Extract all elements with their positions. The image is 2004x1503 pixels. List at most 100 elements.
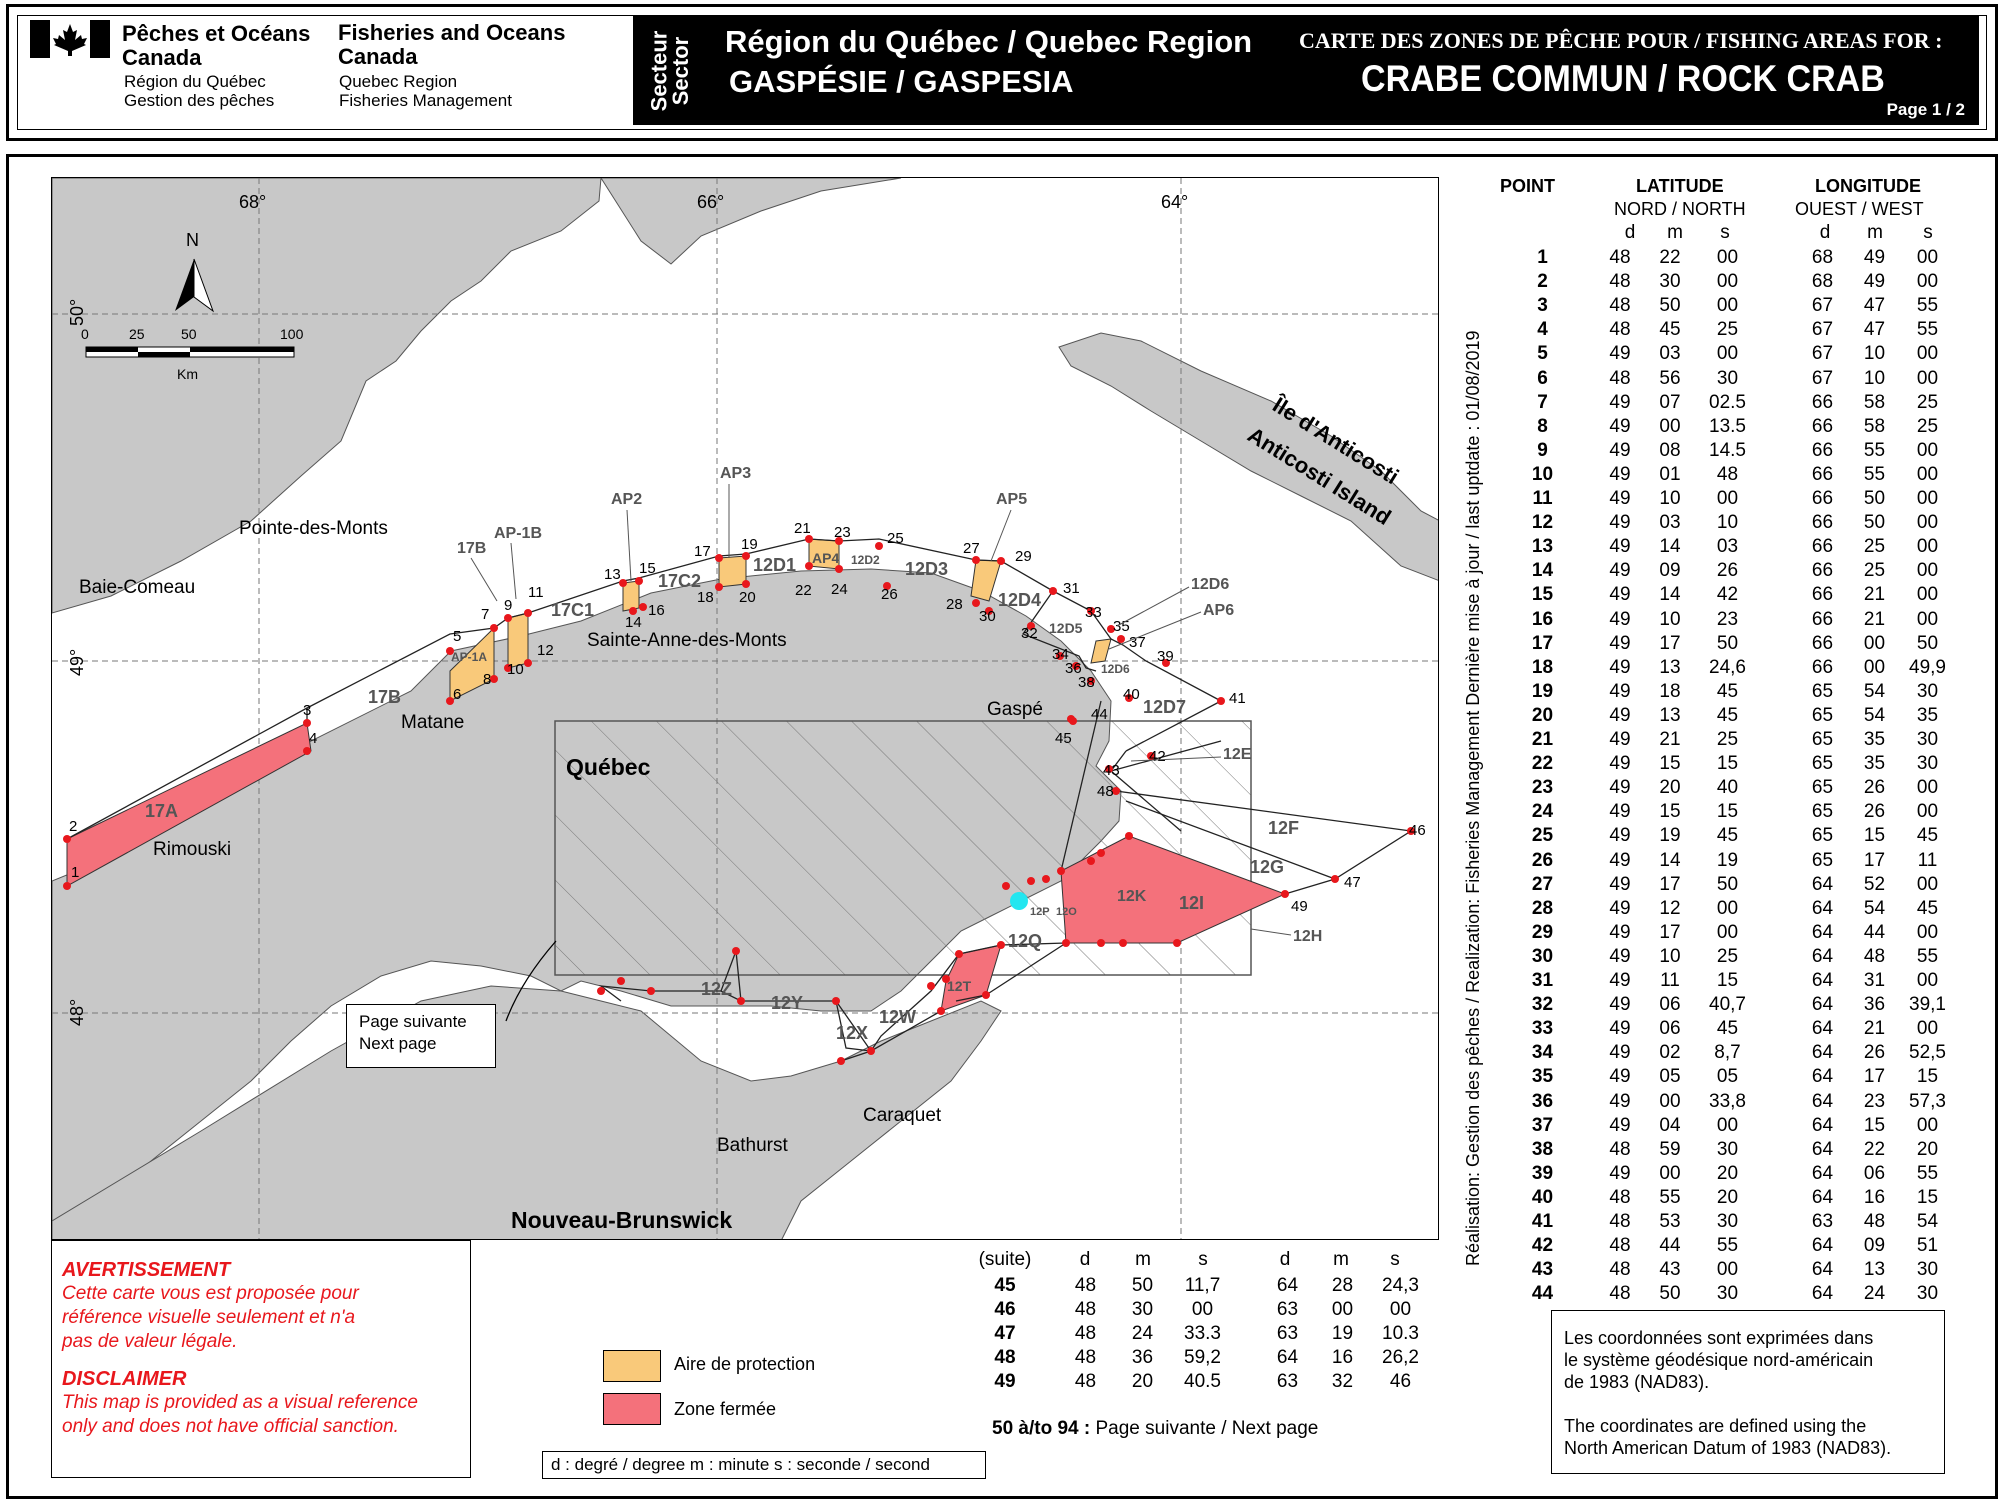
coord-value: 16: [1331, 1347, 1354, 1368]
coord-value: 00: [1916, 488, 1939, 509]
coord-value: 49: [1609, 921, 1631, 943]
point-id: 8: [1537, 415, 1548, 437]
coord-value: 35: [1863, 729, 1886, 750]
coord-value: 11,7: [1184, 1275, 1221, 1296]
coord-value: 07: [1659, 391, 1681, 413]
coord-value: 19: [1716, 849, 1739, 871]
coord-value: 23: [1863, 1090, 1886, 1112]
label-baie: Baie-Comeau: [79, 577, 195, 598]
coord-value: 00: [1916, 247, 1939, 268]
svg-text:50°: 50°: [67, 299, 87, 326]
svg-text:12T: 12T: [947, 978, 972, 994]
coord-value: 64: [1811, 970, 1834, 991]
next-page-box[interactable]: Page suivante Next page: [346, 1004, 496, 1068]
table-row: 42 48 44 55 64 09 51: [1500, 1234, 1980, 1258]
coord-value: 00: [1916, 463, 1939, 485]
coord-value: 66: [1811, 512, 1834, 534]
table-row: 6 48 56 30 67 10 00: [1500, 367, 1980, 391]
unit-label: s: [1720, 222, 1730, 243]
coord-value: 45: [1716, 825, 1739, 847]
point-id: 12: [1531, 512, 1554, 534]
hdr-longitude: LONGITUDE: [1815, 176, 1921, 196]
coord-value: 14.5: [1709, 439, 1746, 461]
coord-value: 51: [1916, 1235, 1939, 1257]
datum-line-5: The coordinates are defined using the: [1564, 1416, 1867, 1436]
next-page-fr: Page suivante: [359, 1012, 467, 1031]
coord-value: 64: [1811, 945, 1834, 967]
svg-text:40: 40: [1123, 686, 1140, 703]
svg-text:32: 32: [1021, 625, 1038, 642]
coord-value: 56: [1659, 367, 1681, 389]
svg-text:2: 2: [69, 818, 77, 835]
ap-1b-protection: [507, 612, 529, 669]
coord-value: 49: [1609, 608, 1631, 630]
svg-text:28: 28: [946, 596, 963, 613]
coord-value: 14: [1659, 584, 1681, 606]
coord-value: 39,1: [1909, 994, 1946, 1016]
point-id: 15: [1531, 584, 1554, 606]
coord-value: 00: [1389, 1299, 1412, 1320]
unit-label: d: [1819, 222, 1831, 243]
coord-value: 66: [1811, 439, 1834, 461]
point-id: 40: [1531, 1186, 1554, 1208]
svg-text:12I: 12I: [1179, 893, 1204, 913]
coord-value: 49: [1609, 1042, 1631, 1064]
coord-value: 48: [1074, 1371, 1097, 1392]
point-id: 24: [1531, 801, 1554, 823]
coord-value: 00: [1716, 1114, 1739, 1136]
svg-text:12E: 12E: [1223, 746, 1252, 763]
hdr-latitude: LATITUDE: [1636, 176, 1724, 196]
coord-value: 23: [1716, 608, 1739, 630]
coord-value: 58: [1863, 391, 1886, 413]
coord-value: 52,5: [1909, 1042, 1946, 1064]
suite-unit-label: d: [1079, 1249, 1091, 1270]
anticosti-island: [1058, 332, 1438, 581]
point-id: 47: [994, 1323, 1016, 1344]
coord-value: 55: [1916, 945, 1939, 967]
table-row: 39 49 00 20 64 06 55: [1500, 1162, 1980, 1186]
svg-text:0: 0: [81, 326, 89, 342]
svg-text:16: 16: [648, 602, 665, 619]
datum-line-6: North American Datum of 1983 (NAD83).: [1564, 1438, 1892, 1458]
hdr-lat-sub: NORD / NORTH: [1614, 199, 1746, 219]
unit-label: d: [1624, 222, 1636, 243]
coord-value: 00: [1863, 632, 1886, 654]
coord-value: 15: [1916, 1186, 1939, 1208]
coord-value: 20: [1131, 1371, 1154, 1392]
coord-value: 65: [1811, 680, 1834, 702]
coord-value: 45: [1916, 897, 1939, 919]
coord-value: 49: [1609, 994, 1631, 1016]
reference-marker: [1010, 892, 1028, 910]
table-row: 25 49 19 45 65 15 45: [1500, 824, 1980, 848]
svg-text:49°: 49°: [67, 649, 87, 676]
unit-label: m: [1667, 222, 1683, 243]
coord-value: 00: [1716, 343, 1739, 365]
coord-value: 64: [1811, 873, 1834, 895]
coord-value: 59,2: [1184, 1347, 1221, 1368]
coord-value: 36: [1131, 1347, 1154, 1368]
coord-value: 65: [1811, 825, 1834, 847]
coord-value: 24: [1131, 1323, 1154, 1344]
coord-value: 13: [1659, 704, 1681, 726]
label-sainte-anne: Sainte-Anne-des-Monts: [587, 630, 787, 651]
coord-value: 10: [1659, 608, 1681, 630]
coord-value: 52: [1863, 873, 1886, 895]
svg-text:49: 49: [1291, 898, 1308, 915]
coord-value: 25: [1716, 319, 1739, 341]
svg-text:Km: Km: [177, 366, 198, 382]
datum-gap: [1564, 1393, 1932, 1415]
coord-value: 66: [1811, 391, 1834, 413]
coord-value: 13: [1863, 1259, 1886, 1281]
table-row: 9 49 08 14.5 66 55 00: [1500, 439, 1980, 463]
coord-value: 49: [1609, 704, 1631, 726]
coord-value: 49: [1609, 897, 1631, 919]
graticule: [52, 178, 1438, 1239]
point-id: 42: [1531, 1235, 1554, 1257]
coord-value: 31: [1863, 970, 1886, 991]
table-row: 36 49 00 33,8 64 23 57,3: [1500, 1090, 1980, 1114]
region-title: Région du Québec / Quebec Region: [725, 24, 1253, 59]
coord-value: 48: [1609, 367, 1631, 389]
coord-value: 48: [1609, 319, 1631, 341]
